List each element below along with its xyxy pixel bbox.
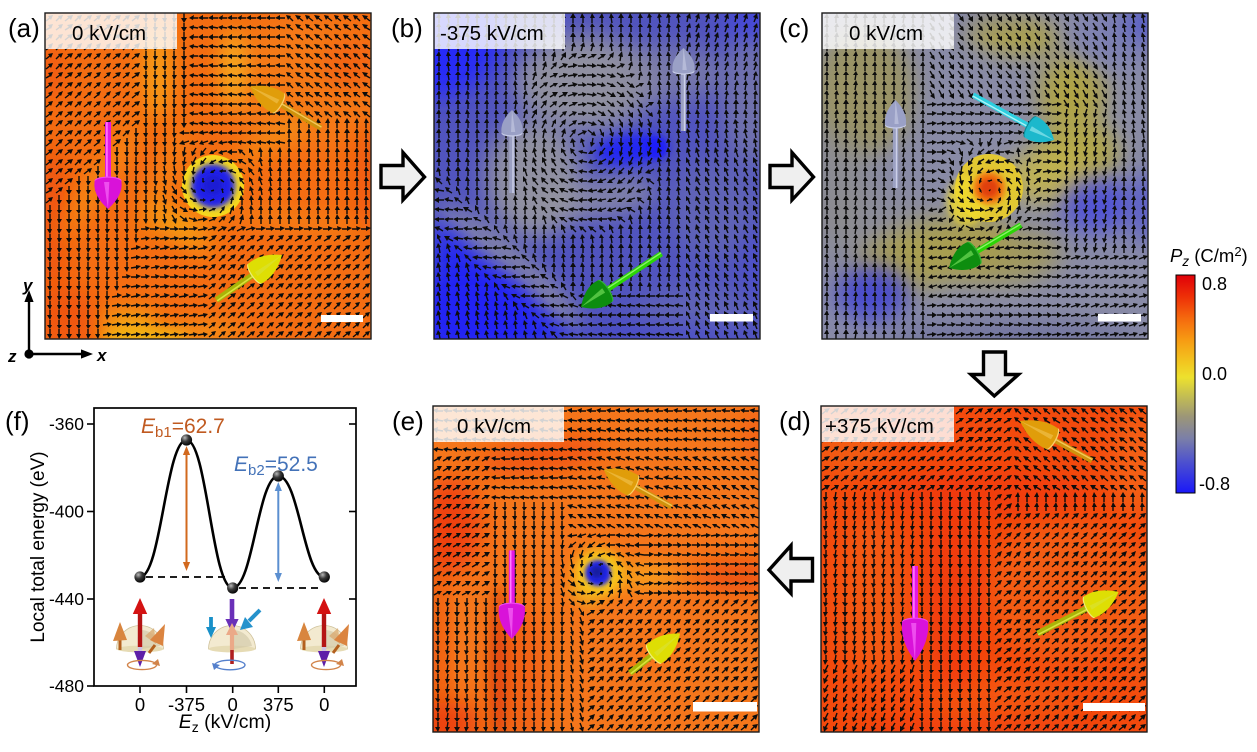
svg-text:0.8: 0.8: [1202, 274, 1227, 294]
svg-text:375: 375: [263, 694, 294, 715]
svg-text:-440: -440: [49, 589, 84, 609]
svg-text:0.0: 0.0: [1202, 364, 1227, 384]
svg-text:(d): (d): [779, 406, 811, 436]
svg-text:0 kV/cm: 0 kV/cm: [72, 22, 146, 45]
svg-text:z: z: [7, 347, 17, 366]
svg-text:0 kV/cm: 0 kV/cm: [849, 22, 923, 45]
svg-text:(e): (e): [392, 406, 424, 436]
svg-text:0 kV/cm: 0 kV/cm: [457, 415, 531, 438]
svg-text:Eb1=62.7: Eb1=62.7: [141, 415, 225, 441]
svg-text:Eb2=52.5: Eb2=52.5: [234, 453, 318, 479]
svg-text:0: 0: [319, 694, 329, 715]
svg-text:+375 kV/cm: +375 kV/cm: [825, 415, 934, 438]
svg-text:-375 kV/cm: -375 kV/cm: [440, 22, 544, 45]
svg-text:Pz (C/m2): Pz (C/m2): [1170, 244, 1248, 269]
svg-text:-400: -400: [49, 502, 84, 522]
svg-text:(b): (b): [391, 13, 423, 43]
svg-text:-0.8: -0.8: [1199, 474, 1230, 494]
svg-text:(f): (f): [5, 406, 30, 436]
svg-text:(a): (a): [8, 13, 40, 43]
svg-text:Local total energy (eV): Local total energy (eV): [28, 451, 49, 642]
svg-text:x: x: [96, 346, 108, 365]
svg-text:-360: -360: [49, 414, 84, 434]
svg-text:-375: -375: [168, 694, 205, 715]
svg-text:y: y: [22, 276, 34, 295]
svg-text:-480: -480: [49, 676, 84, 696]
svg-text:(c): (c): [779, 13, 809, 43]
svg-text:0: 0: [228, 694, 238, 715]
svg-text:0: 0: [135, 694, 145, 715]
